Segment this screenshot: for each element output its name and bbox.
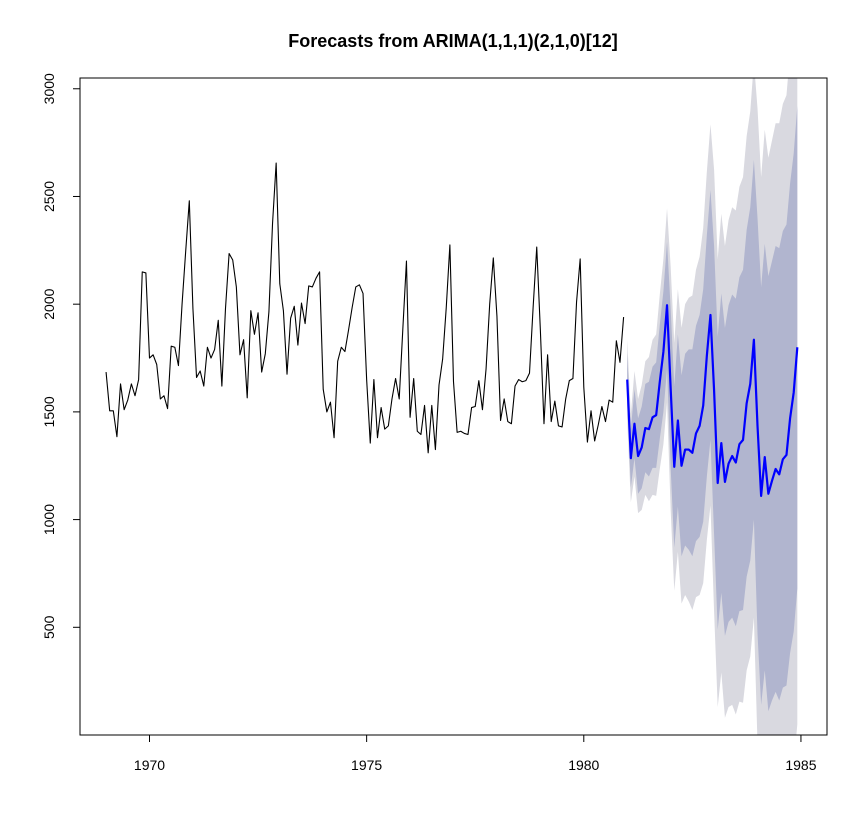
series-layer: [105, 162, 799, 497]
x-tick-label: 1975: [351, 757, 382, 773]
history-line: [105, 162, 625, 454]
y-tick-label: 500: [41, 615, 57, 639]
chart-title: Forecasts from ARIMA(1,1,1)(2,1,0)[12]: [288, 31, 617, 51]
x-tick-label: 1970: [134, 757, 165, 773]
y-tick-label: 1000: [41, 504, 57, 535]
x-tick-label: 1985: [785, 757, 816, 773]
band-80-area: [627, 106, 798, 712]
forecast-mean-line: [626, 304, 799, 497]
prediction-interval-80-band: [627, 106, 798, 712]
y-tick-label: 1500: [41, 396, 57, 427]
x-axis: 1970 1975 1980 1985: [134, 734, 817, 773]
y-tick-label: 2000: [41, 288, 57, 319]
y-tick-label: 2500: [41, 181, 57, 212]
y-axis: 500 1000 1500 2000 2500 3000: [41, 73, 81, 639]
x-tick-label: 1980: [568, 757, 599, 773]
y-tick-label: 3000: [41, 73, 57, 104]
